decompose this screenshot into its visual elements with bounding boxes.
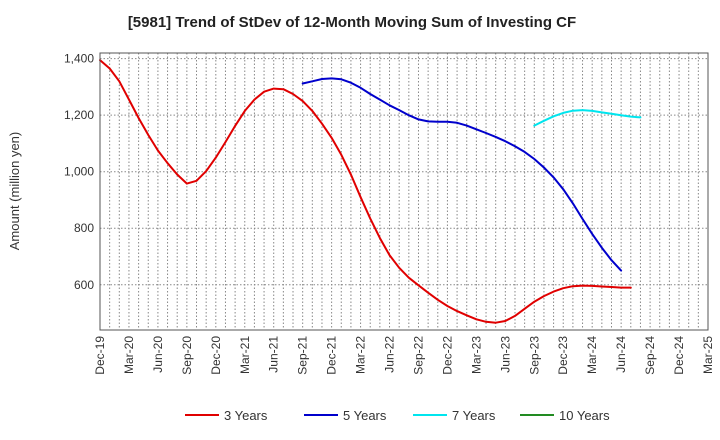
legend: 3 Years 5 Years 7 Years 10 Years: [185, 408, 610, 423]
x-tick-label: Mar-24: [585, 336, 599, 374]
y-ticks: 600 800 1,000 1,200 1,400: [64, 52, 94, 292]
x-tick-label: Sep-23: [527, 336, 541, 375]
y-tick-label: 600: [74, 278, 94, 292]
x-tick-label: Dec-23: [556, 336, 570, 375]
x-ticks: Dec-19 Mar-20 Jun-20 Sep-20 Dec-20 Mar-21 Jun-…: [93, 336, 715, 375]
x-tick-label: Jun-24: [614, 336, 628, 373]
x-tick-label: Mar-20: [122, 336, 136, 374]
series-line-7-years: [533, 109, 642, 127]
x-tick-label: Dec-22: [440, 336, 454, 375]
x-tick-label: Sep-22: [411, 336, 425, 375]
x-tick-label: Jun-21: [267, 336, 281, 373]
x-tick-label: Jun-22: [383, 336, 397, 373]
legend-entry-label: 5 Years: [343, 408, 387, 423]
legend-entry-label: 3 Years: [224, 408, 268, 423]
x-tick-label: Sep-21: [296, 336, 310, 375]
x-tick-label: Jun-23: [498, 336, 512, 373]
x-tick-label: Dec-24: [672, 336, 686, 375]
x-tick-label: Sep-24: [643, 336, 657, 375]
x-tick-label: Dec-21: [325, 336, 339, 375]
series-line-5-years: [301, 77, 623, 272]
x-tick-label: Sep-20: [180, 336, 194, 375]
x-tick-label: Dec-20: [209, 336, 223, 375]
legend-entry-label: 10 Years: [559, 408, 610, 423]
legend-entry-label: 7 Years: [452, 408, 496, 423]
chart-title: [5981] Trend of StDev of 12-Month Moving…: [128, 14, 576, 31]
x-tick-label: Mar-25: [701, 336, 715, 374]
x-tick-label: Mar-21: [238, 336, 252, 374]
y-tick-label: 1,400: [64, 52, 94, 66]
y-axis-label: Amount (million yen): [7, 132, 22, 251]
y-tick-label: 1,000: [64, 165, 94, 179]
series-lines: [99, 59, 642, 324]
x-tick-label: Mar-23: [469, 336, 483, 374]
grid: [100, 53, 708, 330]
x-tick-label: Dec-19: [93, 336, 107, 375]
series-line-3-years: [99, 59, 632, 324]
plot-frame: [99, 52, 709, 331]
x-tick-label: Mar-22: [354, 336, 368, 374]
y-tick-label: 800: [74, 221, 94, 235]
x-tick-label: Jun-20: [151, 336, 165, 373]
y-tick-label: 1,200: [64, 108, 94, 122]
